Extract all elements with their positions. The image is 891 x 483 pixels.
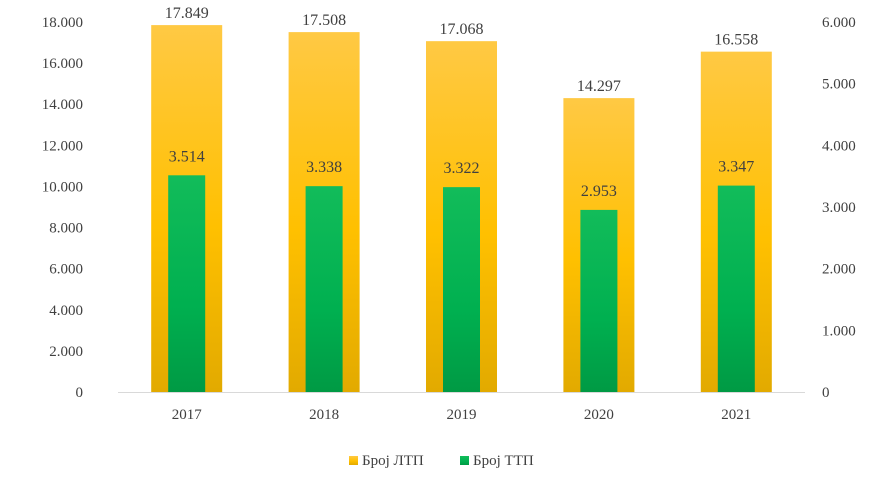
- data-label-ttp-2018: 3.338: [306, 159, 342, 176]
- y-right-tick-label: 5.000: [822, 77, 856, 93]
- x-tick-label: 2019: [447, 407, 477, 423]
- y-left-tick-label: 0: [76, 385, 84, 401]
- legend-swatch-ttp: [460, 456, 469, 465]
- y-left-tick-label: 18.000: [42, 15, 83, 31]
- bar-ttp-2018: [305, 186, 343, 392]
- y-right-tick-label: 1.000: [822, 323, 856, 339]
- x-tick-label: 2020: [584, 407, 614, 423]
- x-tick-label: 2018: [309, 407, 339, 423]
- legend-swatch-ltp: [349, 456, 358, 465]
- data-labels-layer: 17.849 3.514 17.508 3.338 17.068 3.322 14.297 2…: [165, 5, 759, 200]
- y-left-tick-label: 10.000: [42, 179, 83, 195]
- axes-layer: 0 2.000 4.000 6.000 8.000 10.000 12.000 14.000 1…: [42, 15, 856, 423]
- series-ttp-bars: [168, 175, 755, 392]
- data-label-ltp-2020: 14.297: [577, 78, 621, 95]
- data-label-ttp-2017: 3.514: [169, 148, 205, 165]
- data-label-ltp-2021: 16.558: [714, 32, 758, 49]
- y-left-tick-label: 16.000: [42, 56, 83, 72]
- y-right-tick-label: 6.000: [822, 15, 856, 31]
- data-label-ltp-2018: 17.508: [302, 12, 346, 29]
- y-left-tick-label: 8.000: [49, 221, 83, 237]
- legend-label-ltp: Број ЛТП: [362, 453, 424, 469]
- y-left-tick-label: 12.000: [42, 138, 83, 154]
- data-label-ltp-2019: 17.068: [440, 21, 484, 38]
- data-label-ttp-2021: 3.347: [718, 159, 754, 176]
- y-right-tick-label: 2.000: [822, 262, 856, 278]
- y-left-tick-label: 6.000: [49, 262, 83, 278]
- y-left-tick-label: 4.000: [49, 303, 83, 319]
- bar-ttp-2021: [717, 185, 755, 392]
- y-right-tick-label: 4.000: [822, 138, 856, 154]
- legend: Број ЛТП Број ТТП: [349, 453, 534, 469]
- bar-ttp-2020: [580, 209, 618, 392]
- data-label-ttp-2019: 3.322: [444, 160, 480, 177]
- data-label-ttp-2020: 2.953: [581, 183, 617, 200]
- y-left-tick-label: 14.000: [42, 97, 83, 113]
- x-tick-label: 2021: [721, 407, 751, 423]
- bar-ttp-2017: [168, 175, 206, 392]
- data-label-ltp-2017: 17.849: [165, 5, 209, 22]
- bar-ttp-2019: [443, 187, 480, 392]
- x-tick-label: 2017: [172, 407, 203, 423]
- y-left-tick-label: 2.000: [49, 344, 83, 360]
- y-right-tick-label: 0: [822, 385, 830, 401]
- y-right-tick-label: 3.000: [822, 200, 856, 216]
- legend-label-ttp: Број ТТП: [473, 453, 534, 469]
